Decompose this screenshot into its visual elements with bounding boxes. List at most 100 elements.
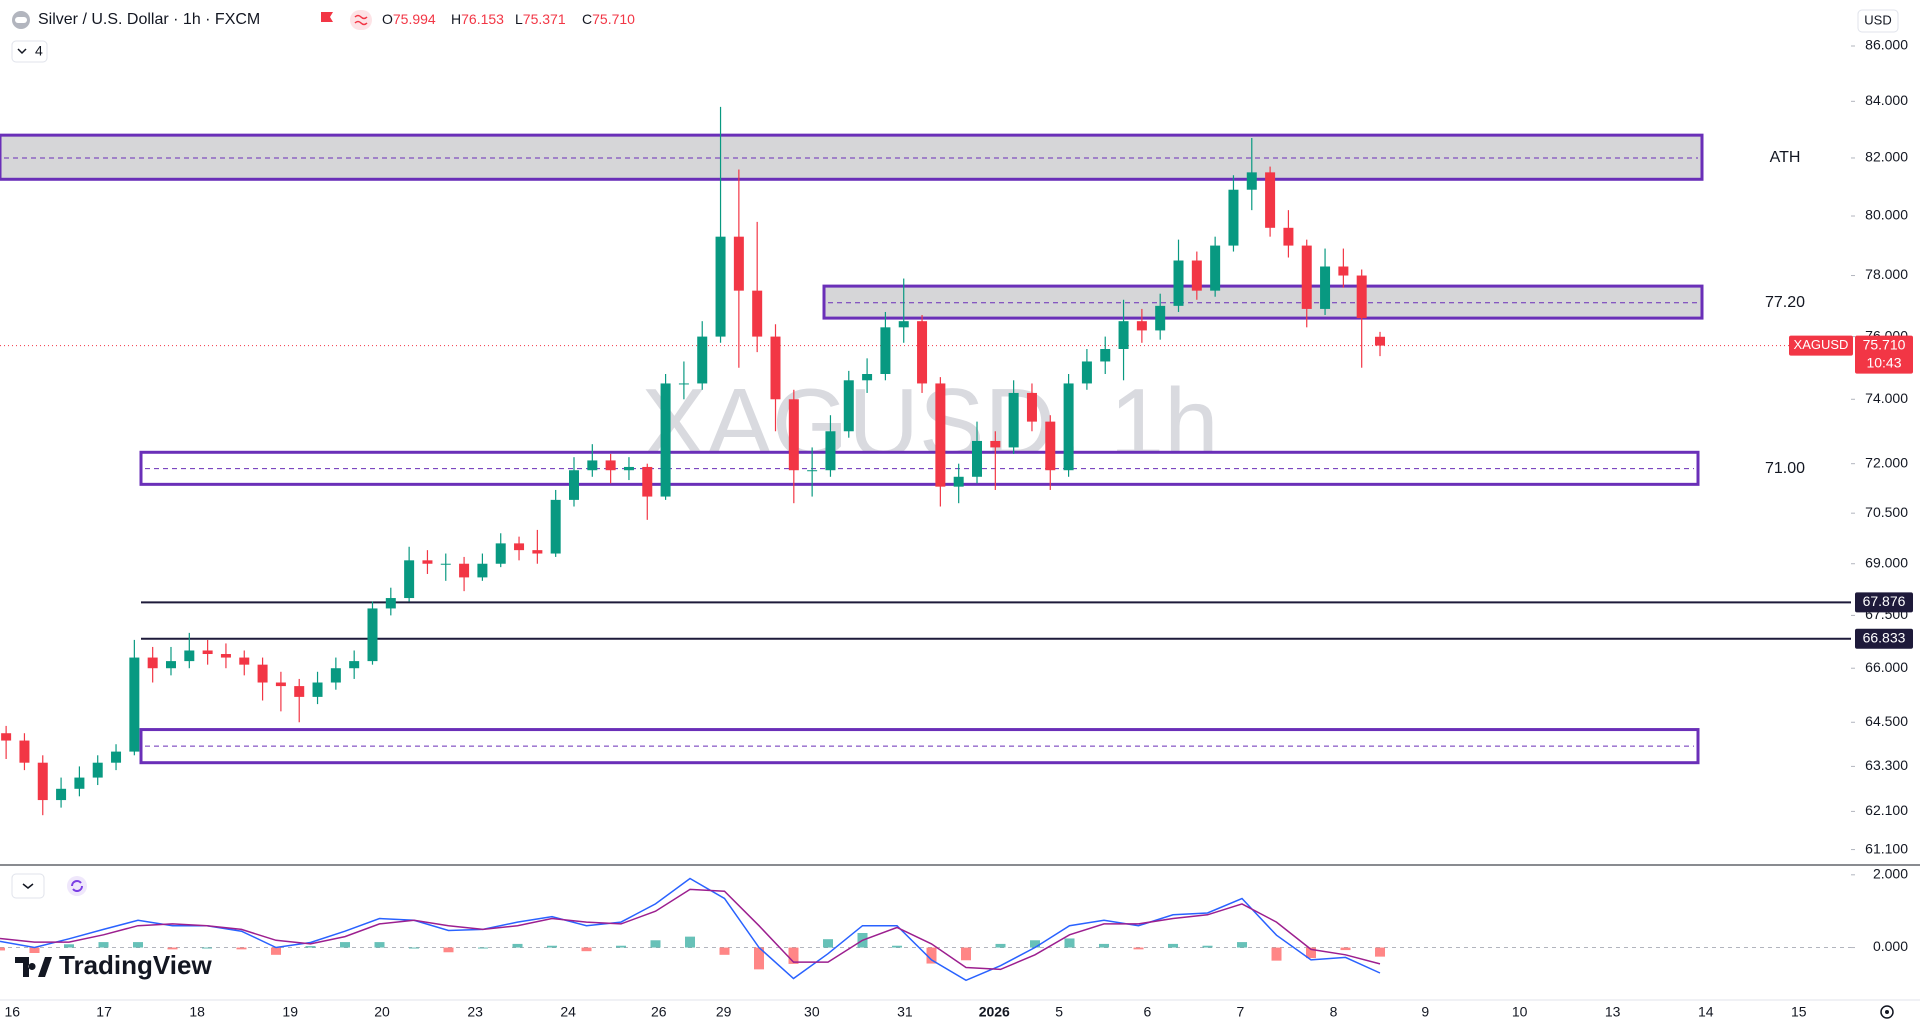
ohlc-value: 75.994 (393, 11, 436, 27)
macd-toggle[interactable] (11, 873, 45, 899)
candle-body (862, 374, 873, 381)
candle-body (678, 383, 689, 385)
macd-histogram-bar (167, 947, 178, 950)
candle-body (404, 560, 415, 599)
candle-body (1210, 245, 1221, 291)
x-tick-label: 24 (560, 1004, 576, 1020)
y-tick-label: 66.000 (1865, 659, 1908, 675)
symbol-icon-band (15, 17, 27, 23)
refresh-button[interactable] (67, 876, 87, 896)
ohlc-item: O75.994 (382, 11, 436, 27)
macd-tick-label: 0.000 (1873, 938, 1908, 954)
currency-label: USD (1864, 12, 1891, 27)
macd-line (0, 888, 1381, 971)
x-tick-label: 23 (467, 1004, 483, 1020)
x-tick-label: 16 (4, 1004, 20, 1020)
candle-body (257, 664, 268, 683)
candle-body (165, 661, 176, 669)
x-tick-label: 8 (1330, 1004, 1338, 1020)
indicator-toggle[interactable] (11, 40, 48, 63)
macd-histogram-bar (409, 947, 420, 949)
refresh-icon (71, 880, 83, 892)
macd-pane: 2.000 0.000 (0, 866, 1908, 982)
zone-label: 77.20 (1765, 294, 1805, 311)
candle-body (1228, 189, 1239, 246)
settings-icon[interactable] (1880, 1005, 1894, 1019)
candle-body (532, 550, 543, 554)
candle-body (1, 733, 12, 741)
currency-button[interactable] (1857, 9, 1899, 33)
macd-histogram-bar (1030, 940, 1041, 948)
candle-body (788, 399, 799, 471)
chevron-icon (22, 883, 34, 889)
candle-body (770, 336, 781, 400)
candle-body (477, 563, 488, 578)
candle-body (605, 460, 616, 471)
candle-body (642, 466, 653, 497)
x-tick-label: 29 (716, 1004, 732, 1020)
candle-body (825, 431, 836, 471)
candle-body (953, 476, 964, 487)
macd-histogram-bar (1306, 947, 1317, 959)
y-tick-label: 74.000 (1865, 390, 1908, 406)
macd-histogram-bar (926, 947, 937, 964)
level-label-box (1855, 592, 1913, 613)
macd-histogram-bar (754, 947, 765, 970)
candle-body (1173, 260, 1184, 306)
x-tick-label: 5 (1055, 1004, 1063, 1020)
y-tick-label: 62.100 (1865, 802, 1908, 818)
macd-histogram-bar (0, 947, 5, 951)
candle-body (1008, 392, 1019, 448)
ohlc-value: 76.153 (461, 11, 504, 27)
y-tick-label: 72.000 (1865, 454, 1908, 470)
price-axis: 86.00084.00082.00080.00078.00076.00074.0… (1789, 37, 1913, 856)
candle-body (514, 543, 525, 551)
macd-histogram-bar (1168, 943, 1179, 948)
macd-histogram-bar (512, 943, 523, 948)
candle-body (990, 440, 1001, 448)
macd-histogram-bar (443, 947, 454, 953)
price-label: 75.710 (1863, 336, 1906, 352)
ohlc-key: O (382, 11, 393, 27)
candle-body (1246, 172, 1257, 190)
macd-histogram-bar (1202, 945, 1213, 948)
candle-body (56, 788, 67, 801)
macd-histogram-bar (581, 947, 592, 952)
candle-body (111, 751, 122, 763)
zone (0, 133, 1704, 181)
candle-body (440, 563, 451, 565)
macd-histogram-bar (64, 944, 75, 948)
level-label-box (1855, 628, 1913, 649)
trade-icon-waves (354, 14, 368, 26)
logo-icon (15, 957, 52, 977)
candle-body (843, 380, 854, 432)
trade-icon[interactable] (350, 10, 372, 30)
candle-body (385, 598, 396, 609)
flag-icon[interactable] (321, 12, 333, 22)
y-tick-label: 61.100 (1865, 840, 1908, 856)
x-tick-label: 14 (1698, 1004, 1714, 1020)
candle-body (330, 668, 341, 683)
y-tick-label: 86.000 (1865, 37, 1908, 53)
price-label-box (1855, 335, 1913, 374)
candle-body (37, 762, 48, 801)
x-tick-label: 15 (1791, 1004, 1807, 1020)
ohlc-item: L75.371 (515, 11, 566, 27)
y-tick-label: 64.500 (1865, 713, 1908, 729)
candle-body (495, 543, 506, 564)
macd-histogram-bar (685, 936, 696, 948)
candle-body (147, 657, 158, 669)
macd-histogram-bar (29, 947, 40, 953)
x-tick-label: 13 (1605, 1004, 1621, 1020)
candle-body (935, 383, 946, 487)
candle-body (715, 236, 726, 337)
macd-histogram-bar (892, 945, 903, 948)
zone-label: 71.00 (1765, 460, 1805, 477)
candle-body (1100, 348, 1111, 362)
candle-body (184, 650, 195, 662)
chevron-icon (17, 48, 27, 55)
macd-tick-label: 2.000 (1873, 866, 1908, 882)
symbol-title[interactable]: Silver / U.S. Dollar · 1h · FXCM (38, 11, 260, 28)
macd-histogram-bar (961, 947, 972, 961)
price-countdown: 10:43 (1866, 354, 1901, 370)
